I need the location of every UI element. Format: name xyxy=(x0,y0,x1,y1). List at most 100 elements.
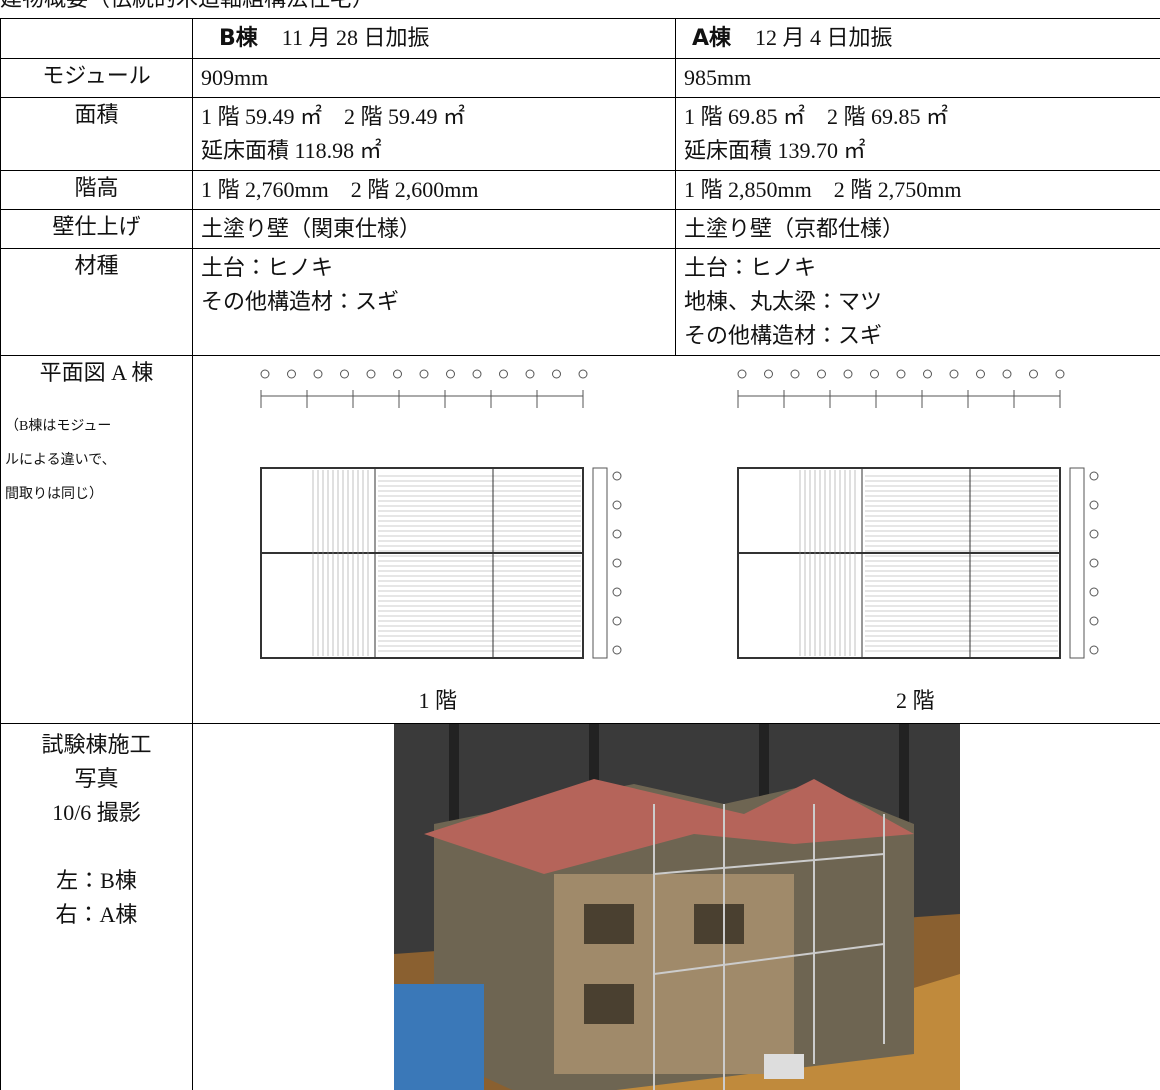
plan-line xyxy=(392,369,402,379)
row: 材種 土台：ヒノキ その他構造材：スギ 土台：ヒノキ 地棟、丸太梁：マツ その他構造材：ス… xyxy=(0,248,1160,356)
plan-line xyxy=(339,369,349,379)
plan-line xyxy=(1055,369,1065,379)
line: 延床面積 118.98 ㎡ xyxy=(201,138,382,163)
label-line: 右：A棟 xyxy=(55,902,138,927)
plan-line xyxy=(1029,369,1039,379)
note-line: ルによる違いで、 xyxy=(5,453,116,468)
cell xyxy=(0,18,193,59)
plan-line xyxy=(260,369,270,379)
title: 建物概要（伝統的木造軸組構法住宅） xyxy=(0,0,374,10)
header-row: B棟 11 月 28 日加振 A棟 12 月 4 日加振 xyxy=(0,18,1160,59)
line: 土塗り壁（関東仕様） xyxy=(201,216,422,241)
line: 土台：ヒノキ xyxy=(201,255,334,280)
cell: 試験棟施工写真 10/6 撮影 左：B棟右：A棟 xyxy=(0,723,193,1090)
plan-2f: 2 階 xyxy=(677,356,1155,716)
plan-line xyxy=(949,369,959,379)
plan-line xyxy=(1089,645,1099,655)
line: その他構造材：スギ xyxy=(201,289,400,314)
cell: 平面図 A 棟 （B棟はモジュー ルによる違いで、 間取りは同じ） xyxy=(0,355,193,724)
plan-line xyxy=(817,369,827,379)
plan-line xyxy=(612,645,622,655)
plan-row: 平面図 A 棟 （B棟はモジュー ルによる違いで、 間取りは同じ） 1 階 2 階 xyxy=(0,355,1160,724)
cell: 1 階 2,760mm 2 階 2,600mm xyxy=(192,170,676,210)
plan-line xyxy=(1089,529,1099,539)
plan-line xyxy=(612,616,622,626)
plan-line xyxy=(551,369,561,379)
cell: 909mm xyxy=(192,58,676,98)
line: 土台：ヒノキ xyxy=(684,255,817,280)
photo-row: 試験棟施工写真 10/6 撮影 左：B棟右：A棟 xyxy=(0,723,1160,1090)
plan-line xyxy=(498,369,508,379)
line: 1 階 2,760mm 2 階 2,600mm xyxy=(201,177,479,202)
plan-line xyxy=(870,369,880,379)
plan-line xyxy=(1089,616,1099,626)
note-line: （B棟はモジュー xyxy=(5,419,112,434)
plan-line xyxy=(612,587,622,597)
note-line: 間取りは同じ） xyxy=(5,487,103,502)
plan-line xyxy=(790,369,800,379)
plan-line xyxy=(1089,587,1099,597)
plan-line xyxy=(612,500,622,510)
cell: 土台：ヒノキ地棟、丸太梁：マツ その他構造材：スギ xyxy=(675,248,1160,356)
cell: モジュール xyxy=(0,58,193,98)
row: 壁仕上げ 土塗り壁（関東仕様） 土塗り壁（京都仕様） xyxy=(0,209,1160,249)
plan-line xyxy=(737,467,1062,659)
plan-line xyxy=(1002,369,1012,379)
row: 階高 1 階 2,760mm 2 階 2,600mm 1 階 2,850mm 2 階… xyxy=(0,170,1160,210)
plan-line xyxy=(286,369,296,379)
table: B棟 11 月 28 日加振 A棟 12 月 4 日加振 モジュール 909mm 985… xyxy=(0,18,1160,1090)
cell: 1 階 2,850mm 2 階 2,750mm xyxy=(675,170,1160,210)
plan-line xyxy=(1089,471,1099,481)
label-line: 10/6 撮影 xyxy=(52,800,141,825)
line: 1 階 2,850mm 2 階 2,750mm xyxy=(684,177,962,202)
plan-line xyxy=(896,369,906,379)
rows: モジュール 909mm 985mm 面積 1 階 59.49 ㎡ 2 階 59.49 ㎡… xyxy=(0,58,1160,356)
cell xyxy=(192,723,1160,1090)
plan-line xyxy=(976,369,986,379)
plan-line xyxy=(1089,558,1099,568)
plan-line xyxy=(419,369,429,379)
plan-line xyxy=(578,369,588,379)
label-line: 写真 xyxy=(74,766,119,791)
plan-line xyxy=(612,471,622,481)
label-line: 左：B棟 xyxy=(56,868,137,893)
line: その他構造材：スギ xyxy=(684,323,883,348)
cell: 土塗り壁（関東仕様） xyxy=(192,209,676,249)
cell: 材種 xyxy=(0,248,193,356)
row: モジュール 909mm 985mm xyxy=(0,58,1160,98)
label-line: 試験棟施工 xyxy=(41,732,152,757)
plan-line xyxy=(366,369,376,379)
plan-line xyxy=(923,369,933,379)
line: 1 階 69.85 ㎡ 2 階 69.85 ㎡ xyxy=(684,104,949,129)
plan-line xyxy=(1089,500,1099,510)
plan-line xyxy=(313,369,323,379)
plan-line xyxy=(259,467,584,659)
plan-line xyxy=(843,369,853,379)
photo xyxy=(393,724,960,1090)
cell: A棟 12 月 4 日加振 xyxy=(675,18,1160,59)
plan-1f: 1 階 xyxy=(199,356,677,716)
cell: 985mm xyxy=(675,58,1160,98)
plan-line xyxy=(592,467,608,659)
cell: 1 階 2 階 xyxy=(192,355,1160,724)
cell: B棟 11 月 28 日加振 xyxy=(192,18,676,59)
cell: 土塗り壁（京都仕様） xyxy=(675,209,1160,249)
line: 土塗り壁（京都仕様） xyxy=(684,216,905,241)
plan-line xyxy=(612,558,622,568)
plan-line xyxy=(1069,467,1085,659)
line: 地棟、丸太梁：マツ xyxy=(684,289,883,314)
plan-line xyxy=(445,369,455,379)
cell: 壁仕上げ xyxy=(0,209,193,249)
cell: 階高 xyxy=(0,170,193,210)
cell: 面積 xyxy=(0,97,193,171)
plan-line xyxy=(612,529,622,539)
plan-line xyxy=(764,369,774,379)
cell: 土台：ヒノキその他構造材：スギ xyxy=(192,248,676,356)
plan-line xyxy=(737,369,747,379)
line: 1 階 59.49 ㎡ 2 階 59.49 ㎡ xyxy=(201,104,466,129)
